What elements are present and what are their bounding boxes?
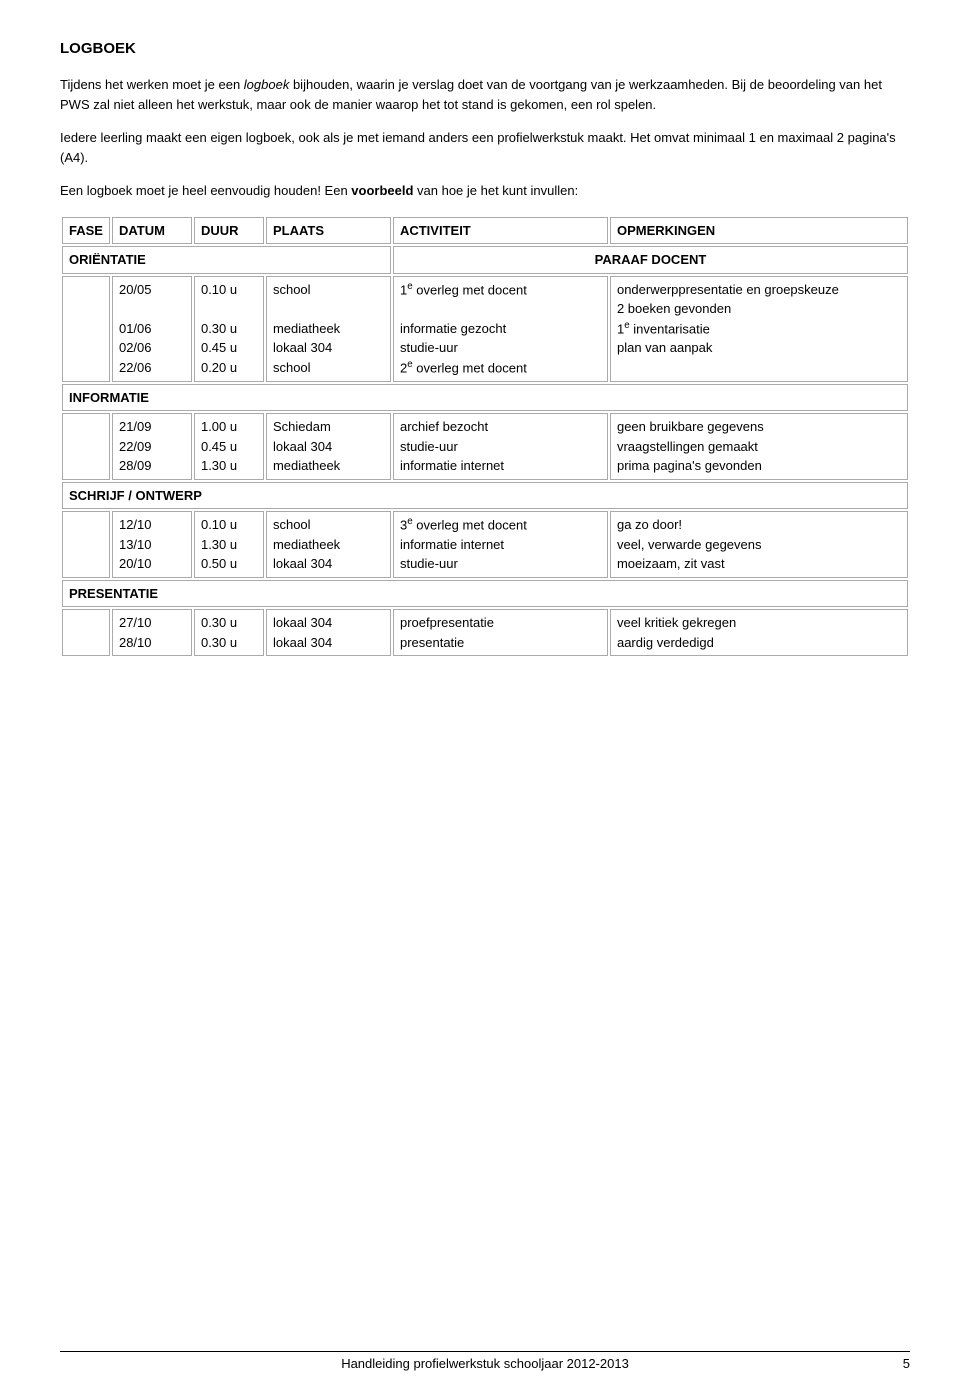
cell-empty	[62, 276, 110, 382]
th-datum: DATUM	[112, 217, 192, 245]
cell-plaats: lokaal 304lokaal 304	[266, 609, 391, 656]
section-header-row: INFORMATIE	[62, 384, 908, 412]
th-duur: DUUR	[194, 217, 264, 245]
section-left: ORIËNTATIE	[62, 246, 391, 274]
cell-opmerkingen: veel kritiek gekregenaardig verdedigd	[610, 609, 908, 656]
section-header-row: ORIËNTATIEPARAAF DOCENT	[62, 246, 908, 274]
cell-activiteit: proefpresentatiepresentatie	[393, 609, 608, 656]
cell-datum: 27/1028/10	[112, 609, 192, 656]
cell-duur: 0.30 u0.30 u	[194, 609, 264, 656]
intro-italic-logboek: logboek	[244, 77, 290, 92]
cell-activiteit: 3e overleg met docentinformatie internet…	[393, 511, 608, 578]
page-footer: Handleiding profielwerkstuk schooljaar 2…	[60, 1351, 910, 1371]
cell-duur: 0.10 u 0.30 u0.45 u0.20 u	[194, 276, 264, 382]
cell-duur: 0.10 u1.30 u0.50 u	[194, 511, 264, 578]
section-left: SCHRIJF / ONTWERP	[62, 482, 908, 510]
th-activiteit: ACTIVITEIT	[393, 217, 608, 245]
cell-datum: 20/05 01/0602/0622/06	[112, 276, 192, 382]
table-header-row: FASE DATUM DUUR PLAATS ACTIVITEIT OPMERK…	[62, 217, 908, 245]
page-heading: LOGBOEK	[60, 40, 910, 57]
table-row: 20/05 01/0602/0622/060.10 u 0.30 u0.45 u…	[62, 276, 908, 382]
cell-duur: 1.00 u0.45 u1.30 u	[194, 413, 264, 480]
section-header-row: PRESENTATIE	[62, 580, 908, 608]
section-left: INFORMATIE	[62, 384, 908, 412]
intro-part1: Tijdens het werken moet je een	[60, 77, 244, 92]
th-opmerkingen: OPMERKINGEN	[610, 217, 908, 245]
cell-activiteit: 1e overleg met docentinformatie gezochts…	[393, 276, 608, 382]
cell-opmerkingen: onderwerppresentatie en groepskeuze2 boe…	[610, 276, 908, 382]
intro-part4a: Een logboek moet je heel eenvoudig houde…	[60, 183, 351, 198]
section-left: PRESENTATIE	[62, 580, 908, 608]
table-row: 27/1028/100.30 u0.30 ulokaal 304lokaal 3…	[62, 609, 908, 656]
footer-pagenum: 5	[903, 1356, 910, 1371]
intro-bold-voorbeeld: voorbeeld	[351, 183, 413, 198]
footer-text: Handleiding profielwerkstuk schooljaar 2…	[341, 1356, 629, 1371]
th-plaats: PLAATS	[266, 217, 391, 245]
table-row: 21/0922/0928/091.00 u0.45 u1.30 uSchieda…	[62, 413, 908, 480]
cell-opmerkingen: geen bruikbare gegevensvraagstellingen g…	[610, 413, 908, 480]
cell-empty	[62, 511, 110, 578]
logboek-table: FASE DATUM DUUR PLAATS ACTIVITEIT OPMERK…	[60, 215, 910, 659]
cell-activiteit: archief bezochtstudie-uurinformatie inte…	[393, 413, 608, 480]
cell-datum: 21/0922/0928/09	[112, 413, 192, 480]
cell-plaats: school mediatheeklokaal 304school	[266, 276, 391, 382]
cell-plaats: schoolmediatheeklokaal 304	[266, 511, 391, 578]
table-row: 12/1013/1020/100.10 u1.30 u0.50 uschoolm…	[62, 511, 908, 578]
cell-opmerkingen: ga zo door!veel, verwarde gegevensmoeiza…	[610, 511, 908, 578]
intro-paragraph-2: Iedere leerling maakt een eigen logboek,…	[60, 128, 910, 167]
cell-datum: 12/1013/1020/10	[112, 511, 192, 578]
cell-empty	[62, 413, 110, 480]
intro-paragraph-3: Een logboek moet je heel eenvoudig houde…	[60, 181, 910, 201]
th-fase: FASE	[62, 217, 110, 245]
intro-part4b: van hoe je het kunt invullen:	[413, 183, 578, 198]
section-header-row: SCHRIJF / ONTWERP	[62, 482, 908, 510]
section-right: PARAAF DOCENT	[393, 246, 908, 274]
intro-paragraph-1: Tijdens het werken moet je een logboek b…	[60, 75, 910, 114]
cell-plaats: Schiedamlokaal 304mediatheek	[266, 413, 391, 480]
cell-empty	[62, 609, 110, 656]
